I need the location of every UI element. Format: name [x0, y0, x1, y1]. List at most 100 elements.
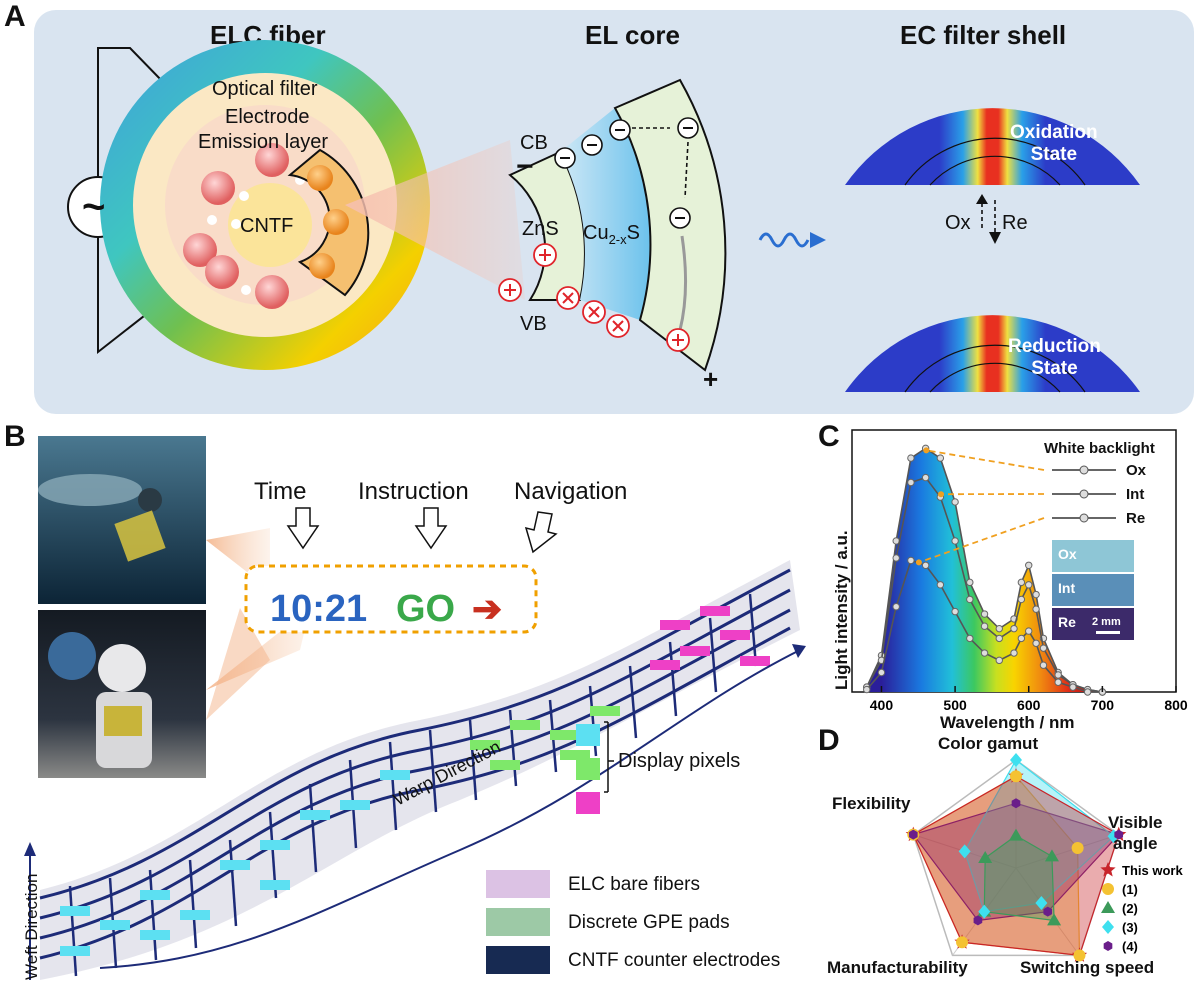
radar-spoke — [1015, 834, 1119, 869]
legend-label-series-1: (1) — [1122, 882, 1138, 897]
label-optical-filter: Optical filter — [212, 78, 318, 100]
legend-marker-this-work — [1100, 862, 1116, 877]
axis-manufacturability: Manufacturability — [827, 958, 968, 977]
cyan-pixels — [60, 770, 410, 956]
panel-d-radar: This work (1) (2) (3) (4) — [905, 753, 1183, 962]
point-ox — [1025, 561, 1033, 569]
legend-label-series-2: (2) — [1122, 901, 1138, 916]
point-re — [863, 685, 871, 694]
radar-marker-series-3 — [1035, 895, 1048, 910]
label-re: Re — [1002, 212, 1028, 234]
point-int — [980, 622, 989, 630]
scale-bar-label: 2 mm — [1092, 616, 1121, 628]
arrow-time-icon — [286, 507, 320, 550]
radar-marker-series-4 — [1043, 906, 1053, 917]
label-zns: ZnS — [522, 218, 559, 240]
negative-terminal: − — [516, 150, 534, 183]
circuit-wire — [97, 47, 201, 355]
label-oxidation-state: Oxidation State — [1010, 122, 1098, 165]
point-int — [907, 478, 915, 487]
emission-particles — [183, 143, 305, 309]
magenta-pixels — [650, 606, 770, 670]
ac-symbol: ~ — [82, 185, 106, 229]
radar-marker-series-1 — [956, 936, 969, 949]
axis-switching-speed: Switching speed — [1020, 958, 1155, 977]
display-arrow-icon: ➔ — [472, 588, 503, 629]
outer-layer — [613, 78, 727, 372]
panel-label-c: C — [818, 420, 840, 453]
point-ox — [1017, 578, 1026, 587]
point-re — [1032, 639, 1040, 647]
radar-marker-series-4 — [1114, 829, 1124, 840]
pixel-swatch-magenta — [576, 792, 600, 814]
axis-label-x: Wavelength / nm — [940, 713, 1075, 732]
arrow-navigation-icon — [524, 511, 558, 554]
legend-label-cntf: CNTF counter electrodes — [568, 950, 781, 971]
point-re — [1054, 678, 1062, 686]
legend-marker-series-3 — [1102, 920, 1114, 934]
legend-swatch-cntf — [486, 946, 550, 974]
emission-wave-icon — [758, 232, 810, 248]
legend-marker-series-1 — [1102, 883, 1114, 895]
axis-label-y: Light intensity / a.u. — [832, 530, 851, 690]
label-instruction: Instruction — [358, 478, 469, 505]
label-time: Time — [254, 478, 307, 505]
radar-area-series-3 — [963, 759, 1115, 913]
display-go: GO — [396, 588, 456, 630]
legend-marker-re — [1079, 513, 1089, 523]
point-ox — [980, 610, 989, 618]
title-el-core: EL core — [585, 20, 680, 50]
point-re — [907, 556, 915, 565]
panel-a-diagram — [67, 40, 1140, 393]
radar-marker-series-1 — [1073, 949, 1086, 962]
axis-color-gamut: Color gamut — [938, 734, 1039, 753]
legend-marker-series-4 — [1103, 941, 1113, 951]
positive-terminal: + — [703, 364, 719, 394]
radar-marker-series-2 — [1044, 849, 1059, 862]
scale-bar — [1096, 631, 1120, 634]
zoom-cone — [345, 140, 525, 300]
inset-re: Re — [1052, 608, 1134, 640]
warp-fibers — [39, 568, 791, 960]
radar-marker-series-1 — [1010, 770, 1022, 783]
label-reduction-state: Reduction State — [1008, 336, 1101, 379]
point-int — [892, 554, 900, 562]
label-electrode: Electrode — [225, 106, 310, 128]
point-ox — [966, 578, 974, 587]
label-emission-layer: Emission layer — [198, 131, 329, 153]
point-int — [1017, 595, 1026, 604]
green-pixels — [470, 706, 620, 770]
point-re — [877, 668, 886, 677]
point-re — [892, 603, 900, 611]
label-cb: CB — [520, 132, 548, 154]
legend-title: White backlight — [1044, 440, 1155, 457]
legend-label-gpe: Discrete GPE pads — [568, 912, 730, 933]
legend-marker-int — [1079, 489, 1089, 499]
radar-marker-series-2 — [1009, 828, 1023, 841]
radar-marker-series-4 — [973, 915, 983, 926]
legend-marker-ox — [1079, 465, 1089, 475]
point-int — [951, 537, 959, 545]
point-re — [1039, 661, 1048, 669]
point-ox — [936, 454, 945, 462]
point-re — [1025, 627, 1033, 635]
point-re — [980, 649, 989, 657]
point-re — [1017, 634, 1026, 643]
callout-arrow — [918, 517, 1045, 564]
legend-label-elc: ELC bare fibers — [568, 874, 701, 895]
x-tick-label: 800 — [1164, 697, 1188, 713]
label-vb: VB — [520, 313, 547, 335]
radar-area-this-work — [912, 775, 1120, 957]
cu2xs-layer — [560, 108, 651, 320]
point-re — [966, 634, 974, 643]
display-time: 10:21 — [270, 588, 368, 630]
legend-re: Re — [1126, 510, 1146, 527]
radar-marker-series-2 — [1047, 913, 1062, 926]
point-re — [1069, 683, 1077, 691]
point-ox — [907, 454, 915, 462]
title-ec-filter-shell: EC filter shell — [900, 20, 1067, 50]
x-tick-label: 400 — [870, 697, 894, 713]
panel-b-diagram — [24, 436, 806, 980]
label-navigation: Navigation — [514, 478, 628, 505]
label-cu2xs: Cu2-xS — [583, 222, 640, 247]
